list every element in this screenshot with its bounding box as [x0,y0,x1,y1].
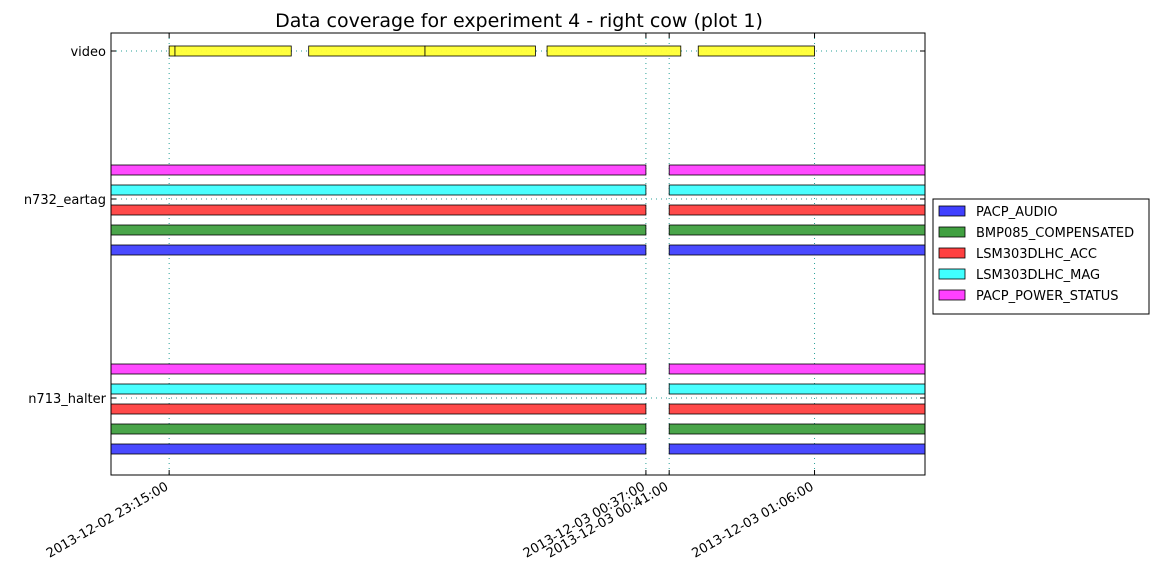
coverage-bar [668,244,926,256]
coverage-bar [424,45,536,57]
legend-entry: BMP085_COMPENSATED [976,226,1134,241]
y-tick-label: n732_eartag [24,193,106,208]
coverage-bar [668,184,926,196]
coverage-bar [668,363,926,375]
coverage-bars [110,45,926,455]
coverage-bar [110,244,647,256]
chart-title: Data coverage for experiment 4 - right c… [275,10,763,32]
coverage-bar [110,423,647,435]
coverage-bar [546,45,682,57]
x-tick-label: 2013-12-03 00:41:00 [544,479,671,561]
coverage-bar [168,45,176,57]
coverage-bar [668,423,926,435]
legend: PACP_AUDIO BMP085_COMPENSATED LSM303DLHC_A… [932,198,1150,315]
coverage-bar [110,443,647,455]
coverage-bar [668,164,926,176]
x-axis-labels: 2013-12-02 23:15:00 2013-12-03 00:37:0020… [44,479,816,561]
coverage-bar [174,45,292,57]
legend-entry: PACP_AUDIO [976,205,1058,220]
legend-entry: LSM303DLHC_MAG [976,268,1100,283]
legend-swatch [938,289,966,301]
x-tick-label: 2013-12-03 00:37:00 [521,479,648,561]
coverage-bar [110,224,647,236]
legend-swatch [938,205,966,217]
y-tick-label: n713_halter [28,392,106,407]
coverage-bar [308,45,426,57]
coverage-bar [110,204,647,216]
plot-frame [110,32,926,476]
coverage-bar [110,403,647,415]
x-tick-label: 2013-12-02 23:15:00 [44,479,171,561]
y-tick-label: video [70,45,106,60]
coverage-bar [668,403,926,415]
legend-swatch [938,247,966,259]
legend-entry: PACP_POWER_STATUS [976,289,1119,304]
coverage-bar [668,224,926,236]
legend-box [932,198,1150,315]
legend-entry: LSM303DLHC_ACC [976,247,1097,262]
coverage-bar [668,204,926,216]
axis-ticks [111,33,925,475]
coverage-bar [668,383,926,395]
y-axis-labels: video n732_eartag n713_halter [24,45,107,407]
coverage-bar [110,164,647,176]
coverage-bar [110,383,647,395]
legend-swatch [938,268,966,280]
coverage-bar [110,184,647,196]
coverage-bar [697,45,815,57]
coverage-bar [668,443,926,455]
legend-swatch [938,226,966,238]
x-tick-label: 2013-12-03 01:06:00 [689,479,816,561]
coverage-bar [110,363,647,375]
